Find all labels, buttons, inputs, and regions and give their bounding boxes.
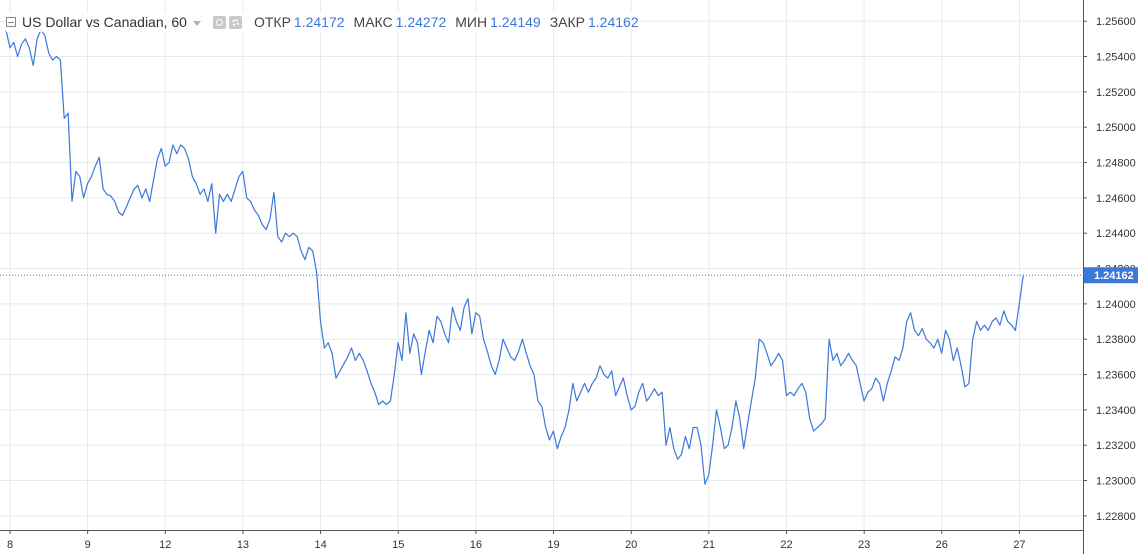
y-tick-label: 1.22800 [1096, 511, 1136, 523]
y-tick-label: 1.25200 [1096, 87, 1136, 99]
low-value: 1.24149 [490, 14, 541, 30]
price-line-series [5, 29, 1024, 485]
last-price-marker: 1.24162 [0, 267, 1138, 284]
open-value: 1.24172 [293, 14, 345, 30]
x-tick-label: 21 [703, 539, 715, 551]
x-tick-label: 14 [314, 539, 326, 551]
y-tick-label: 1.25600 [1096, 16, 1136, 28]
last-price-label: 1.24162 [1094, 270, 1134, 282]
open-label: ОТКР [253, 14, 291, 30]
y-tick-label: 1.24400 [1096, 228, 1136, 240]
x-tick-label: 23 [858, 539, 870, 551]
high-value: 1.24272 [395, 14, 447, 30]
chart-grid [0, 0, 1083, 530]
x-tick-label: 19 [547, 539, 559, 551]
x-tick-label: 16 [470, 539, 482, 551]
last-price-badge [1084, 267, 1138, 284]
close-value: 1.24162 [588, 14, 639, 30]
y-axis[interactable]: 1.25600 1.25400 1.25200 1.25000 1.24800 1.246… [1083, 0, 1136, 554]
x-tick-label: 20 [625, 539, 637, 551]
gear-icon[interactable] [228, 15, 242, 29]
y-tick-label: 1.25400 [1096, 52, 1136, 64]
x-tick-label: 26 [936, 539, 948, 551]
x-tick-label: 27 [1013, 539, 1025, 551]
y-tick-label: 1.25000 [1096, 122, 1136, 134]
high-label: МАКС [353, 14, 393, 30]
x-tick-label: 13 [237, 539, 249, 551]
y-tick-label: 1.24800 [1096, 158, 1136, 170]
y-tick-label: 1.23400 [1096, 405, 1136, 417]
x-tick-label: 8 [7, 539, 13, 551]
low-label: МИН [455, 14, 488, 30]
x-tick-label: 22 [780, 539, 792, 551]
x-tick-label: 15 [392, 539, 404, 551]
x-tick-label: 12 [159, 539, 171, 551]
eye-icon[interactable] [212, 15, 226, 29]
y-tick-label: 1.23600 [1096, 370, 1136, 382]
close-label: ЗАКР [549, 14, 585, 30]
y-tick-label: 1.23000 [1096, 476, 1136, 488]
x-tick-label: 9 [85, 539, 91, 551]
y-tick-label: 1.24000 [1096, 299, 1136, 311]
y-tick-label: 1.24600 [1096, 193, 1136, 205]
chart-legend: US Dollar vs Canadian, 60 ОТКР 1.24172 М… [6, 12, 639, 32]
collapse-legend-icon[interactable] [6, 17, 16, 27]
y-tick-label: 1.23200 [1096, 440, 1136, 452]
y-tick-label: 1.23800 [1096, 334, 1136, 346]
x-axis: 8 9 12 13 14 15 16 19 20 21 22 23 26 27 [0, 530, 1083, 551]
chevron-down-icon[interactable] [192, 20, 201, 26]
symbol-title[interactable]: US Dollar vs Canadian, 60 [22, 14, 187, 30]
